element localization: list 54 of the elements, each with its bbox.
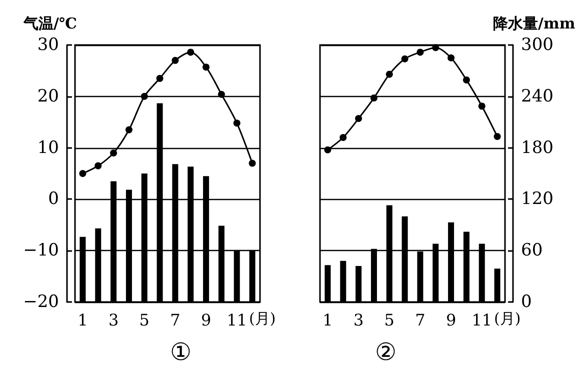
y2-tick-label: 240 — [521, 86, 554, 106]
point — [187, 48, 194, 56]
x-tick-label: 5 — [384, 310, 394, 330]
text: ② — [375, 338, 397, 366]
x-axis-title: (月) — [494, 310, 521, 328]
point — [478, 102, 486, 110]
y2-tick-label: 0 — [521, 292, 532, 312]
point — [218, 90, 225, 98]
x-tick-label: 5 — [139, 310, 150, 330]
point — [79, 170, 86, 177]
point — [172, 56, 179, 64]
point — [432, 44, 440, 52]
text: ① — [170, 338, 192, 366]
point — [416, 48, 424, 56]
x-tick-label: 11 — [472, 310, 492, 330]
x-tick-label: 3 — [353, 310, 364, 330]
x-tick-label: 11 — [226, 310, 248, 330]
y2-tick-label: 120 — [521, 189, 554, 210]
point — [140, 92, 148, 100]
point — [340, 134, 347, 142]
y-tick-label: 0 — [48, 189, 59, 210]
x-axis-title: (月) — [249, 310, 276, 328]
x-tick-label: 7 — [170, 310, 180, 330]
point — [370, 94, 378, 102]
point — [324, 146, 332, 154]
point — [94, 162, 102, 170]
x-tick-label: 7 — [415, 310, 426, 330]
point — [355, 115, 362, 122]
y-tick-label: 20 — [37, 86, 59, 106]
point — [462, 76, 470, 84]
x-tick-label: 9 — [446, 310, 456, 330]
x-tick-label: 3 — [108, 310, 119, 330]
point — [202, 64, 210, 71]
y2-axis-title: 降水量/mm — [493, 14, 576, 32]
y2-tick-label: 300 — [521, 35, 554, 55]
point — [401, 55, 408, 62]
point — [156, 74, 164, 82]
point — [448, 54, 455, 62]
point — [248, 160, 256, 167]
x-tick-label: 1 — [78, 310, 88, 330]
y-axis-title: 气温/℃ — [22, 14, 78, 32]
point — [110, 149, 118, 156]
y-tick-label: 10 — [37, 138, 59, 158]
y2-tick-label: 180 — [521, 138, 554, 158]
y-tick-label: −10 — [23, 240, 59, 261]
point — [386, 70, 393, 78]
y2-tick-label: 60 — [521, 240, 543, 261]
y-tick-label: 30 — [37, 35, 59, 55]
point — [494, 132, 501, 140]
x-tick-label: 1 — [322, 310, 333, 330]
point — [233, 120, 240, 127]
x-tick-label: 9 — [200, 310, 212, 330]
point — [125, 126, 132, 134]
y-tick-label: −20 — [23, 292, 59, 312]
